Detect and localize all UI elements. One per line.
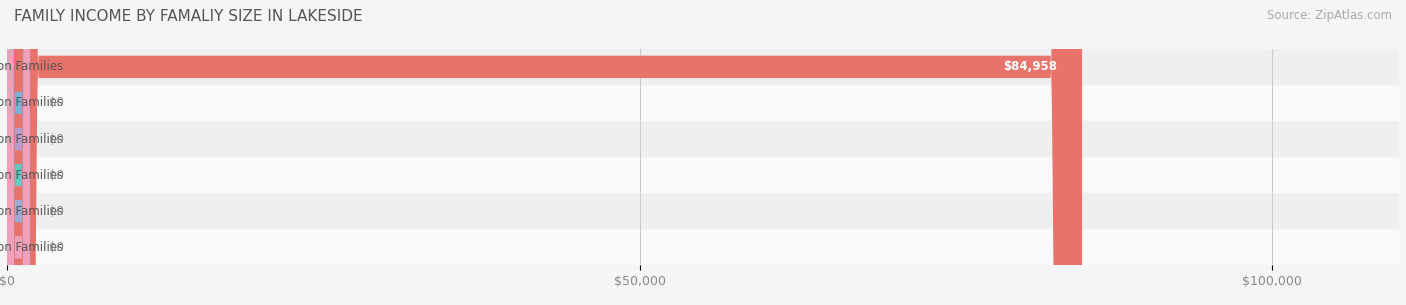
FancyBboxPatch shape (7, 0, 30, 305)
FancyBboxPatch shape (0, 0, 7, 305)
Bar (7, 157, 1399, 193)
Text: 7+ Person Families: 7+ Person Families (0, 169, 63, 181)
Bar (7, 121, 1399, 157)
Text: $84,958: $84,958 (1002, 60, 1057, 73)
Text: 7+ Person Families: 7+ Person Families (0, 96, 63, 109)
Text: $0: $0 (49, 96, 63, 109)
FancyBboxPatch shape (0, 0, 7, 305)
Text: 7+ Person Families: 7+ Person Families (0, 60, 63, 73)
Text: $0: $0 (49, 133, 63, 145)
FancyBboxPatch shape (7, 0, 1083, 305)
Text: Source: ZipAtlas.com: Source: ZipAtlas.com (1267, 9, 1392, 22)
Text: $0: $0 (49, 205, 63, 218)
FancyBboxPatch shape (0, 0, 7, 305)
Text: 7+ Person Families: 7+ Person Families (0, 241, 63, 254)
Bar (7, 193, 1399, 229)
Text: $0: $0 (49, 241, 63, 254)
FancyBboxPatch shape (7, 0, 30, 305)
Text: 7+ Person Families: 7+ Person Families (0, 205, 63, 218)
FancyBboxPatch shape (0, 0, 7, 305)
Bar (7, 85, 1399, 121)
Text: FAMILY INCOME BY FAMALIY SIZE IN LAKESIDE: FAMILY INCOME BY FAMALIY SIZE IN LAKESID… (14, 9, 363, 24)
Bar (7, 49, 1399, 85)
FancyBboxPatch shape (7, 0, 30, 305)
FancyBboxPatch shape (0, 0, 7, 305)
FancyBboxPatch shape (0, 0, 7, 305)
FancyBboxPatch shape (7, 0, 30, 305)
Bar (7, 229, 1399, 265)
FancyBboxPatch shape (7, 0, 30, 305)
Text: $0: $0 (49, 169, 63, 181)
Text: 7+ Person Families: 7+ Person Families (0, 133, 63, 145)
